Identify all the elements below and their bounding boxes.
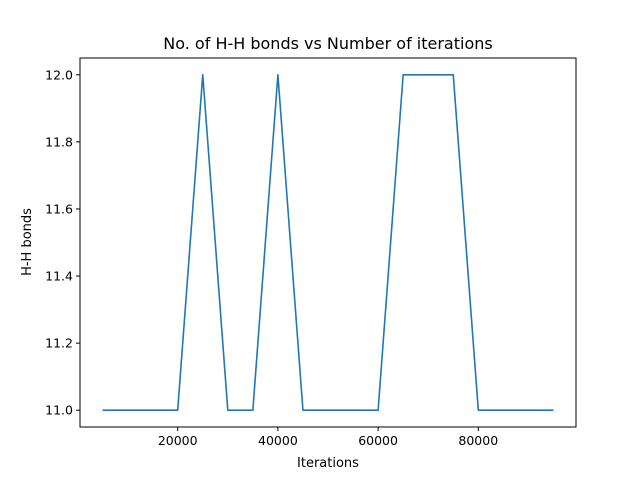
series-line-0 <box>102 73 554 412</box>
y-axis-label: H-H bonds <box>20 208 35 276</box>
y-tick-label: 11.6 <box>45 201 73 216</box>
x-axis-label: Iterations <box>297 456 359 471</box>
y-axis-ticks: 11.0 11.2 11.4 11.6 11.8 12.0 <box>45 67 80 418</box>
x-tick-label: 20000 <box>158 433 198 448</box>
series-layer <box>102 73 554 412</box>
y-tick-label: 11.2 <box>45 336 73 351</box>
x-tick-label: 80000 <box>458 433 498 448</box>
y-tick-label: 11.8 <box>45 134 73 149</box>
chart-title: No. of H-H bonds vs Number of iterations <box>163 34 492 53</box>
y-tick-label: 11.0 <box>45 403 73 418</box>
x-axis-ticks: 20000 40000 60000 80000 <box>158 427 498 448</box>
plot-area: 20000 40000 60000 80000 11.011.211.411.611.… <box>45 57 577 448</box>
x-tick-label: 60000 <box>358 433 398 448</box>
y-tick-label: 12.0 <box>45 67 73 82</box>
x-tick-label: 40000 <box>258 433 298 448</box>
axes-frame <box>79 57 577 428</box>
y-tick-label: 11.4 <box>45 269 73 284</box>
